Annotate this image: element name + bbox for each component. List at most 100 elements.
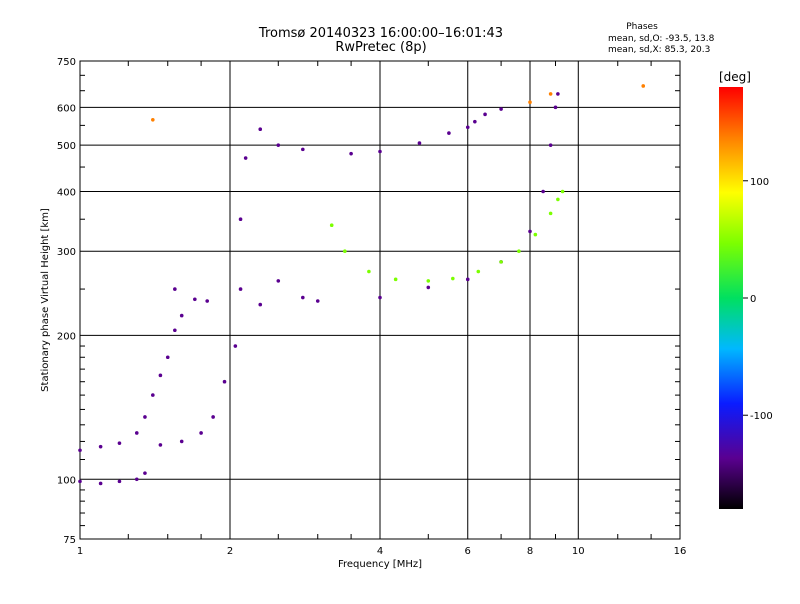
data-point xyxy=(367,269,371,274)
colorbar-ticks: 100 0 -100 xyxy=(743,177,773,422)
y-tick-label: 500 xyxy=(57,141,76,152)
data-point xyxy=(426,279,431,283)
data-point xyxy=(465,125,470,130)
x-tick-label: 4 xyxy=(377,546,383,557)
data-point xyxy=(556,92,560,96)
data-point xyxy=(158,443,163,447)
colorbar-tick-label: -100 xyxy=(750,411,773,422)
data-point xyxy=(258,302,263,307)
minor-ticks xyxy=(80,61,680,539)
x-tick-label: 6 xyxy=(465,546,471,557)
data-point xyxy=(143,471,147,475)
x-tick-label: 1 xyxy=(77,546,83,557)
data-point xyxy=(548,211,553,216)
y-tick-label: 75 xyxy=(63,535,76,546)
y-tick-label: 750 xyxy=(57,57,76,68)
data-point xyxy=(243,156,248,160)
data-point xyxy=(499,107,503,111)
data-point xyxy=(238,287,243,291)
y-tick-label: 300 xyxy=(57,247,76,258)
data-point xyxy=(301,295,305,300)
data-point xyxy=(533,232,538,237)
data-point xyxy=(238,217,243,222)
data-point xyxy=(476,269,481,274)
data-point xyxy=(548,92,553,96)
data-points xyxy=(78,84,646,486)
data-point xyxy=(451,276,455,281)
x-tick-label: 16 xyxy=(674,546,687,557)
data-point xyxy=(517,249,521,254)
colorbar xyxy=(719,87,743,509)
data-point xyxy=(553,105,558,110)
data-point xyxy=(258,127,263,131)
colorbar-tick-label: 0 xyxy=(750,294,756,305)
data-point xyxy=(151,393,155,397)
data-point xyxy=(343,249,347,254)
phase-info-x: mean, sd,X: 85.3, 20.3 xyxy=(608,45,710,55)
y-tick-labels: 75 100 200 300 400 500 600 750 xyxy=(57,57,76,546)
data-point xyxy=(393,277,398,282)
data-point xyxy=(349,151,353,156)
data-point xyxy=(117,441,122,445)
x-axis-label: Frequency [MHz] xyxy=(338,559,422,570)
chart-subtitle: RwPretec (8p) xyxy=(335,40,426,55)
data-point xyxy=(78,479,82,484)
y-tick-label: 100 xyxy=(57,475,76,486)
data-point xyxy=(151,118,155,122)
data-point xyxy=(193,297,197,302)
data-point xyxy=(528,100,532,104)
data-point xyxy=(329,223,334,228)
data-point xyxy=(134,477,139,482)
data-point xyxy=(211,415,215,419)
grid xyxy=(80,61,680,539)
data-point xyxy=(426,285,431,290)
data-point xyxy=(315,299,320,303)
data-point xyxy=(483,112,487,117)
data-point xyxy=(417,141,422,145)
data-point xyxy=(378,295,382,300)
data-point xyxy=(78,448,82,453)
x-tick-label: 8 xyxy=(527,546,533,557)
x-tick-label: 2 xyxy=(227,546,233,557)
phase-info-o: mean, sd,O: -93.5, 13.8 xyxy=(608,34,715,44)
data-point xyxy=(158,373,163,378)
data-point xyxy=(134,431,139,435)
data-point xyxy=(276,143,281,147)
x-tick-label: 10 xyxy=(572,546,585,557)
data-point xyxy=(447,131,451,135)
data-point xyxy=(165,355,170,360)
data-point xyxy=(173,287,177,291)
x-tick-labels: 1 2 4 6 8 10 16 xyxy=(77,546,687,557)
data-point xyxy=(556,197,560,202)
y-tick-label: 200 xyxy=(57,331,76,342)
data-point xyxy=(465,277,470,282)
data-point xyxy=(499,260,503,264)
data-point xyxy=(205,299,209,303)
data-point xyxy=(222,379,227,384)
data-point xyxy=(560,189,565,194)
data-point xyxy=(641,84,646,88)
y-tick-label: 600 xyxy=(57,103,76,114)
data-point xyxy=(233,344,238,348)
data-point xyxy=(117,479,122,484)
colorbar-label: [deg] xyxy=(719,70,751,84)
data-point xyxy=(179,313,184,318)
data-point xyxy=(143,415,147,419)
data-point xyxy=(528,229,532,234)
y-axis-label: Stationary phase Virtual Height [km] xyxy=(40,208,51,392)
data-point xyxy=(276,279,281,283)
data-point xyxy=(541,189,545,194)
colorbar-tick-label: 100 xyxy=(750,177,769,188)
y-tick-label: 400 xyxy=(57,187,76,198)
phase-info-heading: Phases xyxy=(626,22,658,32)
data-point xyxy=(199,431,203,435)
data-point xyxy=(378,149,382,154)
data-point xyxy=(98,481,103,486)
data-point xyxy=(473,119,477,124)
data-point xyxy=(301,147,305,152)
data-point xyxy=(179,439,184,444)
data-point xyxy=(548,143,553,147)
data-point xyxy=(173,328,177,333)
